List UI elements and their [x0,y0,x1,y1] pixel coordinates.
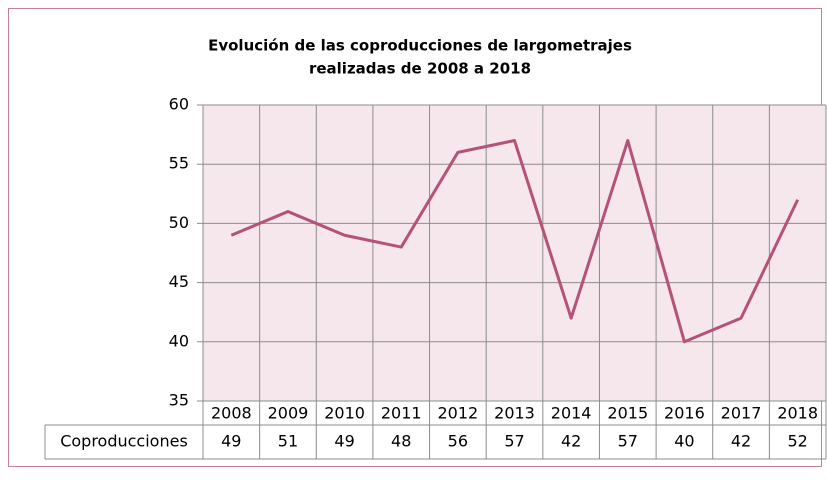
table-value: 42 [561,432,581,451]
x-tick-label: 2012 [438,404,479,423]
x-tick-label: 2017 [721,404,762,423]
table-value: 57 [504,432,524,451]
table-value: 52 [788,432,808,451]
table-value: 51 [278,432,298,451]
x-tick-label: 2011 [381,404,422,423]
table-value: 49 [334,432,354,451]
y-tick-label: 35 [169,391,189,410]
table-value: 40 [674,432,694,451]
x-tick-label: 2010 [324,404,365,423]
y-tick-label: 40 [169,331,189,350]
y-tick-label: 55 [169,154,189,173]
chart-title: realizadas de 2008 a 2018 [309,60,531,78]
table-value: 56 [448,432,468,451]
table-value: 48 [391,432,411,451]
x-tick-label: 2018 [777,404,818,423]
chart-title: Evolución de las coproducciones de largo… [208,37,632,55]
x-tick-label: 2014 [551,404,592,423]
x-tick-label: 2013 [494,404,535,423]
table-row-label: Coproducciones [60,432,188,451]
x-tick-label: 2016 [664,404,705,423]
table-value: 49 [221,432,241,451]
x-tick-label: 2009 [268,404,309,423]
plot-area [203,105,826,401]
y-tick-label: 60 [169,95,189,114]
y-tick-label: 45 [169,272,189,291]
data-line [230,139,800,344]
table-value: 57 [618,432,638,451]
x-tick-label: 2015 [607,404,648,423]
table-value: 42 [731,432,751,451]
x-tick-label: 2008 [211,404,252,423]
y-tick-label: 50 [169,213,189,232]
